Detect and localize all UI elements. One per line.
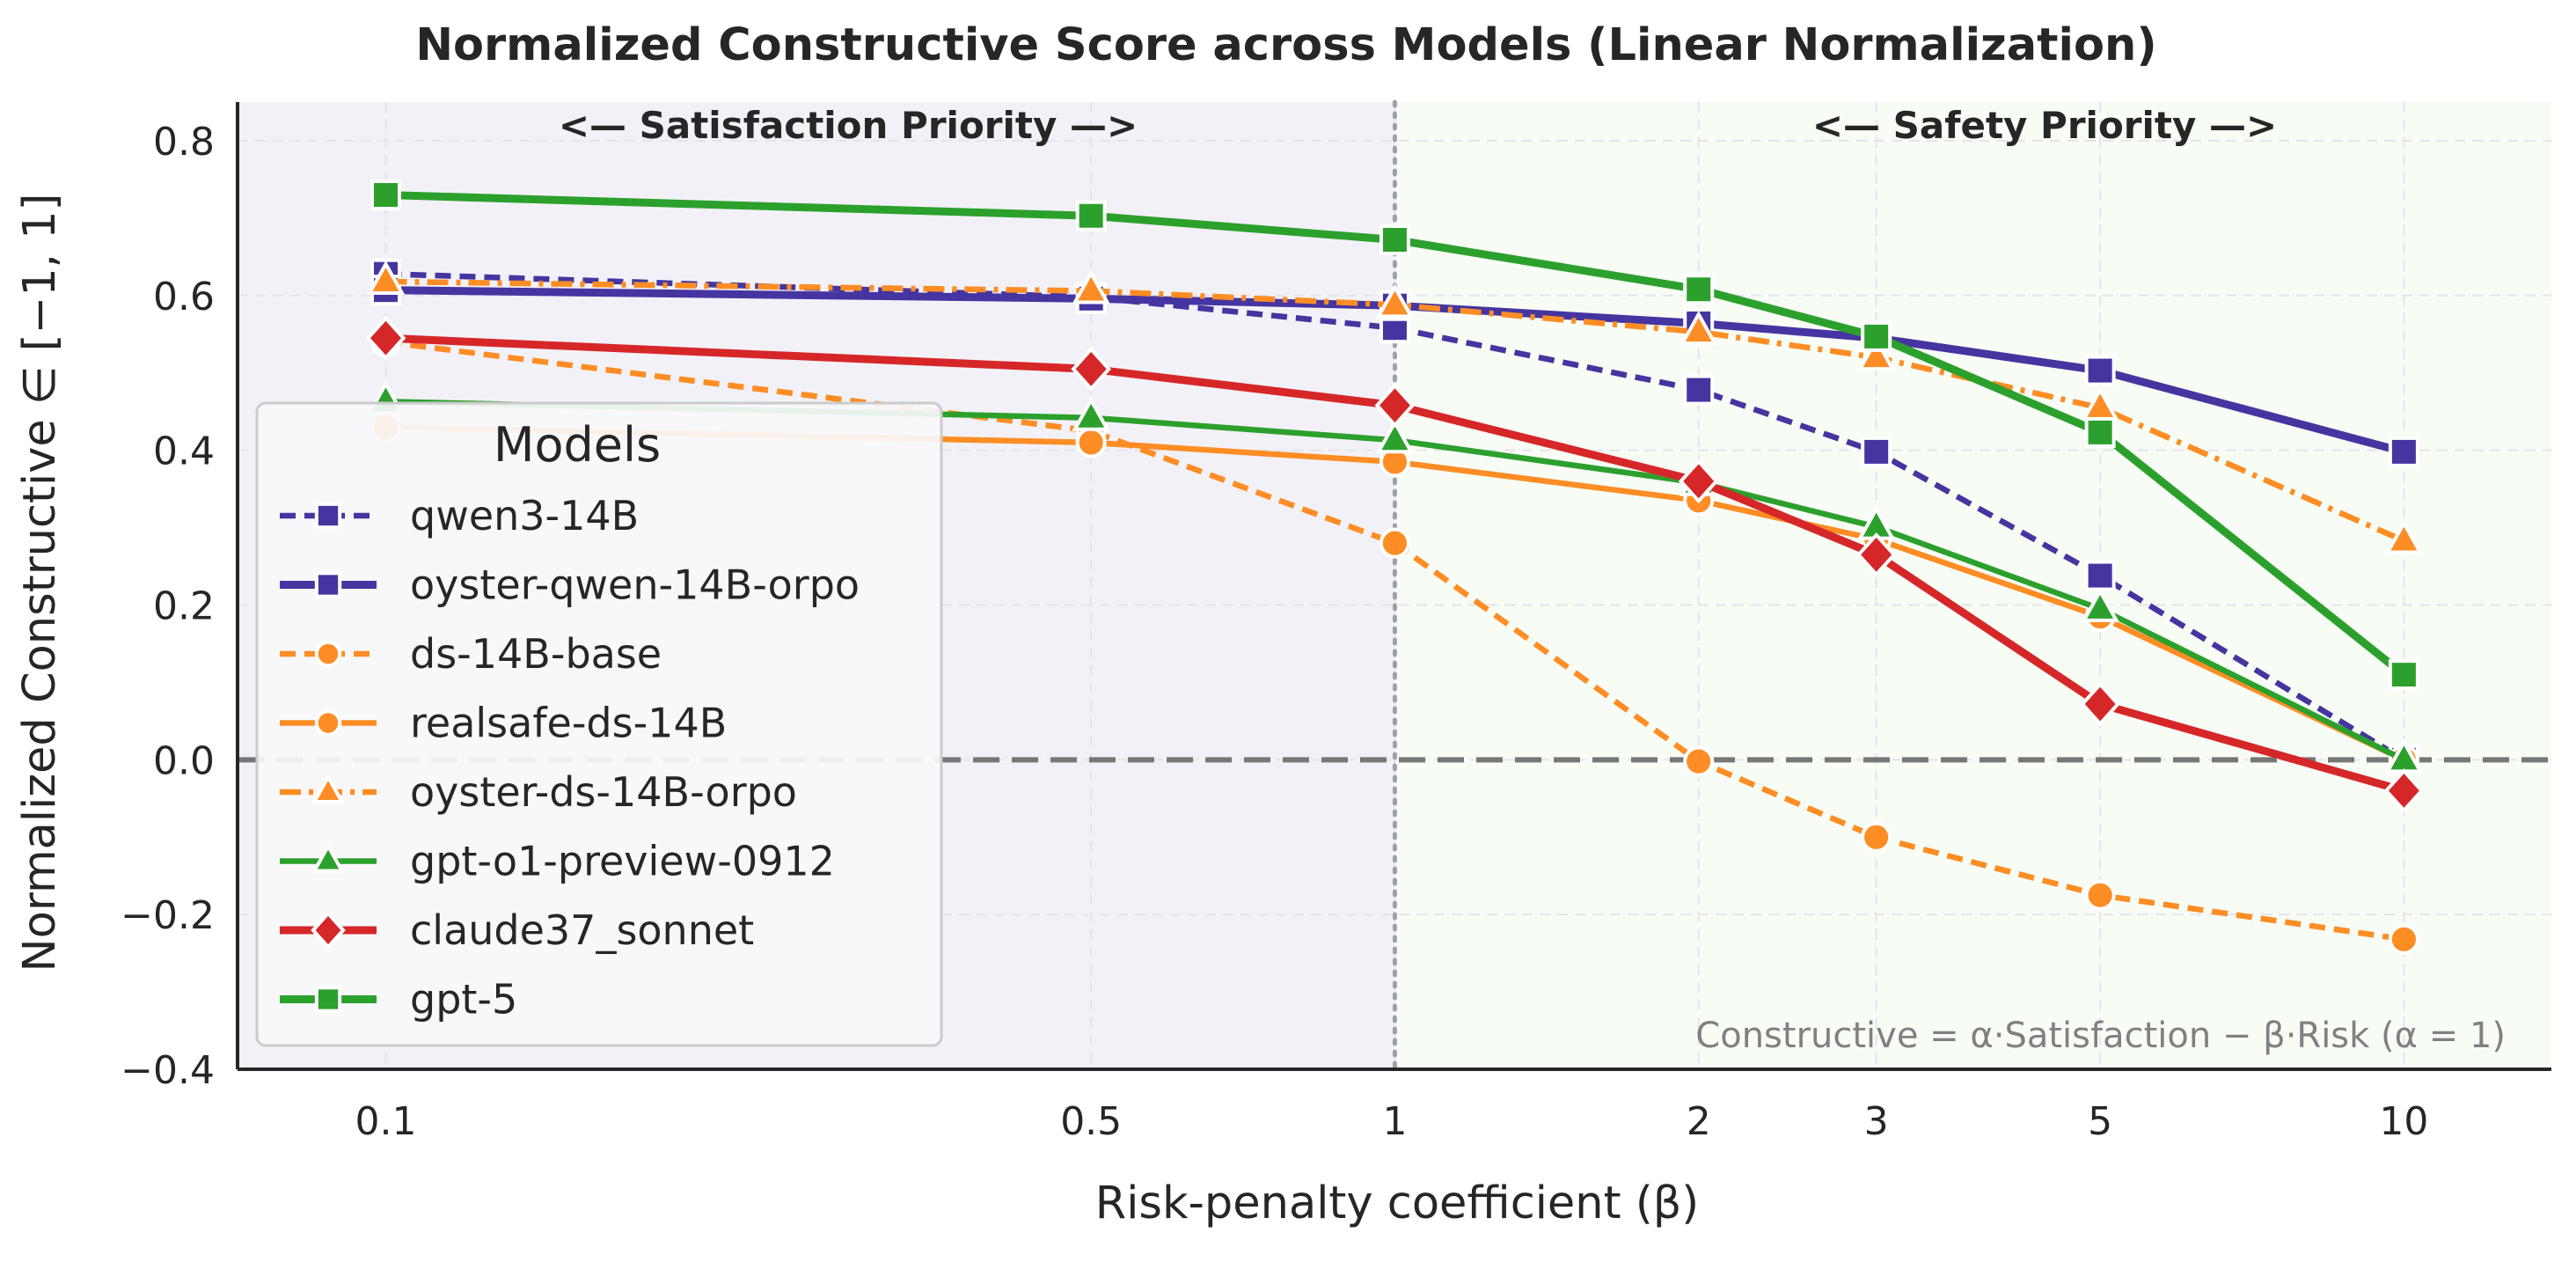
chart-title: Normalized Constructive Score across Mod… [415,19,2156,71]
data-point [370,180,401,211]
legend-marker [314,571,342,598]
x-tick-label: 1 [1382,1099,1407,1144]
y-axis-label: Normalized Constructive ∈ [−1, 1] [14,194,66,972]
data-point [2084,879,2116,911]
data-point [1856,336,1896,371]
legend-marker [311,842,346,873]
x-tick-label: 3 [1864,1099,1889,1144]
data-point [1861,436,1892,467]
legend-label: ds-14B-base [410,630,662,678]
y-tick-label: 0.2 [153,583,215,628]
series-claude37_sonnet [365,315,2425,813]
x-tick-label: 2 [1687,1099,1711,1144]
legend-marker [311,910,346,950]
formula-annotation: Constructive = α·Satisfaction − β·Risk (… [1695,1016,2506,1056]
data-point [2084,416,2116,448]
legend-item: oyster-qwen-14B-orpo [280,561,860,609]
legend-label: gpt-5 [410,976,517,1024]
legend-label: realsafe-ds-14B [410,700,727,747]
x-tick-label: 5 [2088,1099,2112,1144]
legend-marker [314,986,342,1013]
x-tick-label: 0.5 [1060,1099,1122,1144]
legend-label: claude37_sonnet [410,906,754,954]
data-point [1379,224,1410,255]
legend-marker [314,640,342,668]
y-tick-label: 0.6 [153,275,215,319]
data-point [366,260,406,295]
legend-box [255,401,943,1047]
safety-priority-label: <— Safety Priority —> [1812,104,2277,147]
legend-item: realsafe-ds-14B [280,700,727,747]
x-tick-label: 0.1 [355,1099,417,1144]
legend-marker [314,502,342,530]
data-point [2388,659,2419,691]
axes-layer: −0.4 −0.2 0.0 0.2 0.4 0.6 0.8 0.1 0.5 1 2 3 5 10 [121,102,2551,1144]
data-point [365,315,406,361]
y-tick-label: 0.0 [153,738,215,783]
data-point [1379,527,1411,559]
legend-item: gpt-5 [280,976,517,1024]
data-point [2388,436,2419,467]
data-point [2081,587,2119,622]
legend-marker [314,709,342,737]
series-oyster-ds-14B-orpo [366,260,2424,554]
legend-item: claude37_sonnet [280,906,754,954]
data-point [1075,427,1107,459]
data-point [1375,419,1415,454]
legend-item: ds-14B-base [280,630,662,678]
data-point [2080,681,2120,727]
legend-marker [311,773,346,804]
x-tick-label: 10 [2379,1099,2428,1144]
legend-label: gpt-o1-preview-0912 [410,838,835,885]
data-point [1375,283,1415,319]
data-point [2383,768,2425,813]
satisfaction-priority-label: <— Satisfaction Priority —> [559,104,1138,147]
legend-label: oyster-ds-14B-orpo [410,768,797,816]
data-point [1683,274,1715,305]
safety-region [1394,102,2551,1069]
data-point [1683,745,1715,777]
data-point [1374,383,1416,429]
data-point [1683,374,1715,406]
data-point [2084,355,2116,386]
data-point [1075,200,1107,231]
legend-title: Models [494,417,661,473]
series-layer [365,180,2425,955]
reference-lines-layer [238,99,2551,1072]
y-tick-label: −0.2 [121,893,215,938]
legend-item: gpt-o1-preview-0912 [280,838,835,885]
data-point [2384,519,2424,554]
data-point [1072,396,1110,431]
y-tick-label: −0.4 [121,1048,215,1093]
data-point [1855,532,1897,577]
series-gpt-5 [370,180,2419,691]
data-point [1071,346,1112,392]
data-point [1861,821,1892,853]
data-point [2084,560,2116,591]
data-point [2388,923,2419,955]
legend-label: oyster-qwen-14B-orpo [410,561,860,609]
legend-label: qwen3-14B [410,492,639,539]
y-tick-label: 0.4 [153,429,215,474]
legend-item: oyster-ds-14B-orpo [280,768,797,816]
x-axis-label: Risk-penalty coefficient (β) [1095,1178,1699,1229]
data-point [1678,459,1719,504]
data-point [1679,311,1718,346]
legend-item: qwen3-14B [280,492,639,539]
text-layer: Normalized Constructive Score across Mod… [14,19,2506,1229]
data-point [1861,320,1892,352]
y-tick-label: 0.8 [153,120,215,165]
data-point [1072,269,1110,304]
legend: Models qwen3-14B oyster-qwen-14B-orpo ds-14… [255,401,943,1047]
